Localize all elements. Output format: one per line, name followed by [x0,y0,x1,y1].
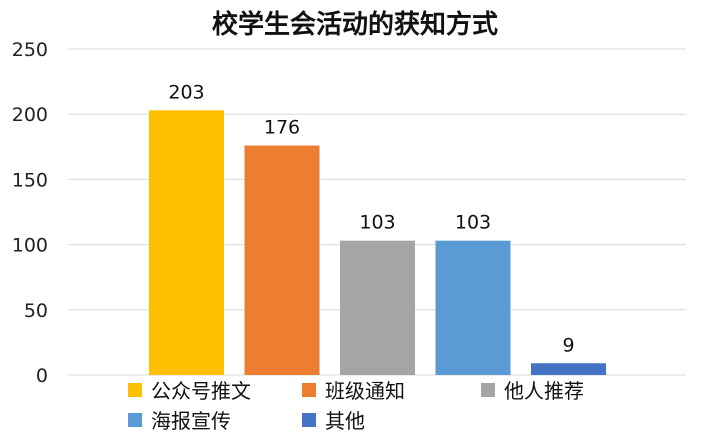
legend-swatch [128,383,142,397]
legend-swatch [481,383,495,397]
legend-entry: 其他 [325,409,365,433]
data-label: 103 [359,212,395,234]
bar-5 [531,363,606,375]
bars [149,110,606,376]
data-label: 9 [562,334,574,356]
data-label: 103 [455,212,491,234]
y-tick-label: 100 [12,235,48,257]
data-label: 176 [264,116,300,138]
y-tick-label: 250 [12,39,48,61]
legend-entry: 公众号推文 [151,379,251,403]
bar-2 [244,145,320,375]
y-tick-label: 50 [24,300,48,322]
legend-entry: 他人推荐 [504,379,584,403]
bar-4 [435,240,511,375]
bar-1 [149,110,224,376]
legend-swatch [302,383,316,397]
chart-title: 校学生会活动的获知方式 [212,9,498,40]
y-tick-label: 150 [12,169,48,191]
legend-swatch [128,413,142,427]
legend-swatch [302,413,316,427]
data-labels: 203 176 103 103 9 [168,81,574,356]
legend-entry: 班级通知 [325,379,405,403]
bar-3 [340,240,415,375]
y-tick-label: 0 [36,365,48,387]
y-tick-label: 200 [12,104,48,126]
y-axis: 0 50 100 150 200 250 [12,39,48,387]
data-label: 203 [168,81,204,103]
legend-entry: 海报宣传 [151,409,231,433]
